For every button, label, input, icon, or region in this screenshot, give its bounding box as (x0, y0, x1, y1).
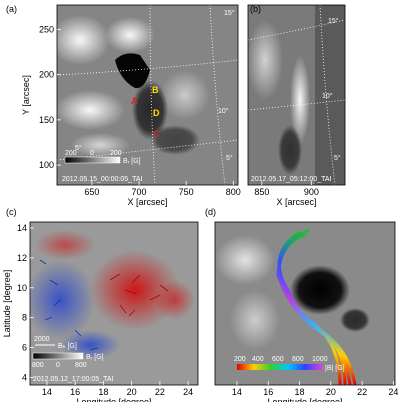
plot-frame (29, 221, 199, 386)
timestamp: 2012.05.15_00:00:05_TAI (62, 176, 142, 183)
colorbar-title: |B| [G] (325, 365, 345, 372)
x-tick-label: 18 (295, 387, 305, 397)
grid-label: 10° (322, 92, 333, 100)
colorbar-title: Bᵣ [G] (86, 354, 104, 361)
x-tick-label: 900 (304, 187, 319, 197)
y-tick-label: 200 (39, 70, 54, 80)
colorbar-label: 400 (252, 356, 264, 363)
plot-frame (214, 221, 396, 386)
colorbar-title: Bᵣ [G] (123, 158, 141, 165)
colorbar-label: 600 (272, 356, 284, 363)
x-tick-label: 14 (232, 387, 242, 397)
y-tick-label: 150 (39, 115, 54, 125)
x-tick-label: 22 (357, 387, 367, 397)
vector-magnetogram (30, 222, 198, 385)
y-tick-label: 10 (17, 283, 27, 293)
y-tick-label: 6 (22, 343, 27, 353)
x-tick-label: 20 (326, 387, 336, 397)
colorbar-label: 800 (292, 356, 304, 363)
x-tick-label: 22 (155, 387, 165, 397)
timestamp: 2012.05.17_05:12:00_TAI (251, 176, 331, 183)
plot-frame (56, 4, 239, 186)
x-tick-label: 24 (388, 387, 398, 397)
grid-label: 15° (328, 17, 339, 25)
x-tick-label: 20 (127, 387, 137, 397)
y-tick-label: 12 (17, 253, 27, 263)
colorbar-label: 1000 (312, 356, 328, 363)
x-tick-label: 850 (254, 187, 269, 197)
grid-label: 15° (224, 9, 235, 17)
x-tick-label: 800 (226, 187, 241, 197)
panel-label: (b) (250, 4, 261, 14)
x-tick-label: 700 (132, 187, 147, 197)
x-axis-label: X [arcsec] (127, 197, 167, 207)
spot-label: B (152, 85, 159, 95)
x-tick-label: 24 (183, 387, 193, 397)
panel-label: (a) (6, 4, 17, 14)
x-tick-label: 16 (70, 387, 80, 397)
colorbar-label: 0 (90, 150, 94, 157)
magnetogram-a (57, 5, 238, 185)
x-tick-label: 18 (98, 387, 108, 397)
spot-label: D (153, 108, 160, 118)
colorbar-label: 800 (32, 362, 44, 369)
colorbar-label: 0 (56, 362, 60, 369)
colorbar-label: 200 (110, 150, 122, 157)
x-tick-label: 650 (84, 187, 99, 197)
x-axis-label: Longitude [degree] (267, 397, 342, 402)
x-tick-label: 750 (179, 187, 194, 197)
y-tick-label: 4 (22, 373, 27, 383)
grid-label: 5° (334, 154, 341, 162)
colorbar-label: 800 (75, 362, 87, 369)
plot-frame (247, 4, 346, 186)
arrow-legend-value: 2000 (34, 336, 50, 343)
spot-label: C (153, 129, 160, 139)
colorbar-label: 200 (234, 356, 246, 363)
y-axis-label: Y [arcsec] (21, 75, 31, 115)
timestamp: 2012.05.12_17:00:05_TAI (33, 376, 113, 383)
grid-label: 5° (226, 154, 233, 162)
arrow-legend-label: Bₕ [G] (58, 343, 77, 350)
x-axis-label: X [arcsec] (276, 197, 316, 207)
panel-label: (c) (6, 207, 17, 217)
colorbar-label: 200 (65, 150, 77, 157)
x-axis-label: Longitude [degree] (76, 397, 151, 402)
spot-label: A (131, 96, 138, 106)
y-tick-label: 100 (39, 160, 54, 170)
y-tick-label: 8 (22, 313, 27, 323)
x-tick-label: 16 (263, 387, 273, 397)
magnetogram-b (248, 5, 345, 185)
x-tick-label: 14 (42, 387, 52, 397)
y-tick-label: 250 (39, 24, 54, 34)
grid-label: 10° (218, 107, 229, 115)
y-tick-label: 14 (17, 223, 27, 233)
y-axis-label: Latitude [degree] (2, 270, 12, 338)
panel-label: (d) (205, 207, 216, 217)
field-lines (215, 222, 395, 385)
grid-label: 5° (75, 144, 82, 152)
